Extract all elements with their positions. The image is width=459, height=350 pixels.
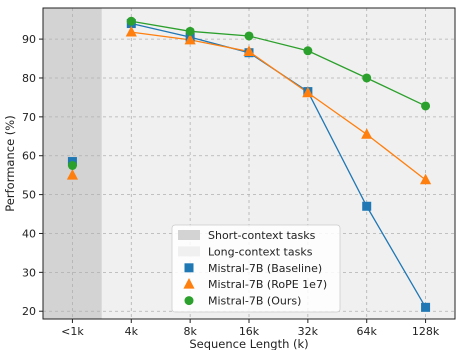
y-tick-label: 90 [22, 33, 36, 46]
y-axis-label: Performance (%) [3, 115, 17, 211]
legend-mistral-7b-rope-1e7-label: Mistral-7B (RoPE 1e7) [208, 278, 327, 291]
y-tick-label: 30 [22, 266, 36, 279]
data-point-mistral-7b-ours [245, 31, 254, 40]
legend-short-context-swatch [178, 230, 200, 240]
legend-long-context-label: Long-context tasks [208, 245, 313, 258]
x-tick-label: 128k [412, 325, 440, 338]
legend-short-context-label: Short-context tasks [208, 229, 316, 242]
data-point-mistral-7b-ours [421, 101, 430, 110]
x-tick-label: 64k [357, 325, 378, 338]
y-tick-label: 60 [22, 150, 36, 163]
data-point-mistral-7b-ours [186, 27, 195, 36]
data-point-mistral-7b-baseline [362, 202, 371, 211]
x-axis-label: Sequence Length (k) [189, 337, 308, 350]
y-tick-label: 70 [22, 111, 36, 124]
data-point-mistral-7b-baseline [421, 303, 430, 312]
data-point-mistral-7b-ours [362, 73, 371, 82]
legend-mistral-7b-baseline-marker [185, 263, 194, 272]
short-context-point-mistral-7b-ours [68, 161, 77, 170]
legend-mistral-7b-baseline-label: Mistral-7B (Baseline) [208, 262, 322, 275]
legend-mistral-7b-ours-label: Mistral-7B (Ours) [208, 295, 301, 308]
data-point-mistral-7b-ours [127, 17, 136, 26]
legend-long-context-swatch [178, 246, 200, 256]
y-tick-label: 20 [22, 305, 36, 318]
legend-mistral-7b-ours-marker [185, 296, 194, 305]
y-tick-label: 80 [22, 72, 36, 85]
x-tick-label: <1k [61, 325, 84, 338]
y-tick-label: 40 [22, 227, 36, 240]
data-point-mistral-7b-ours [303, 46, 312, 55]
legend: Short-context tasks Long-context tasks Mis… [172, 225, 340, 312]
x-tick-label: 4k [125, 325, 139, 338]
y-tick-label: 50 [22, 189, 36, 202]
